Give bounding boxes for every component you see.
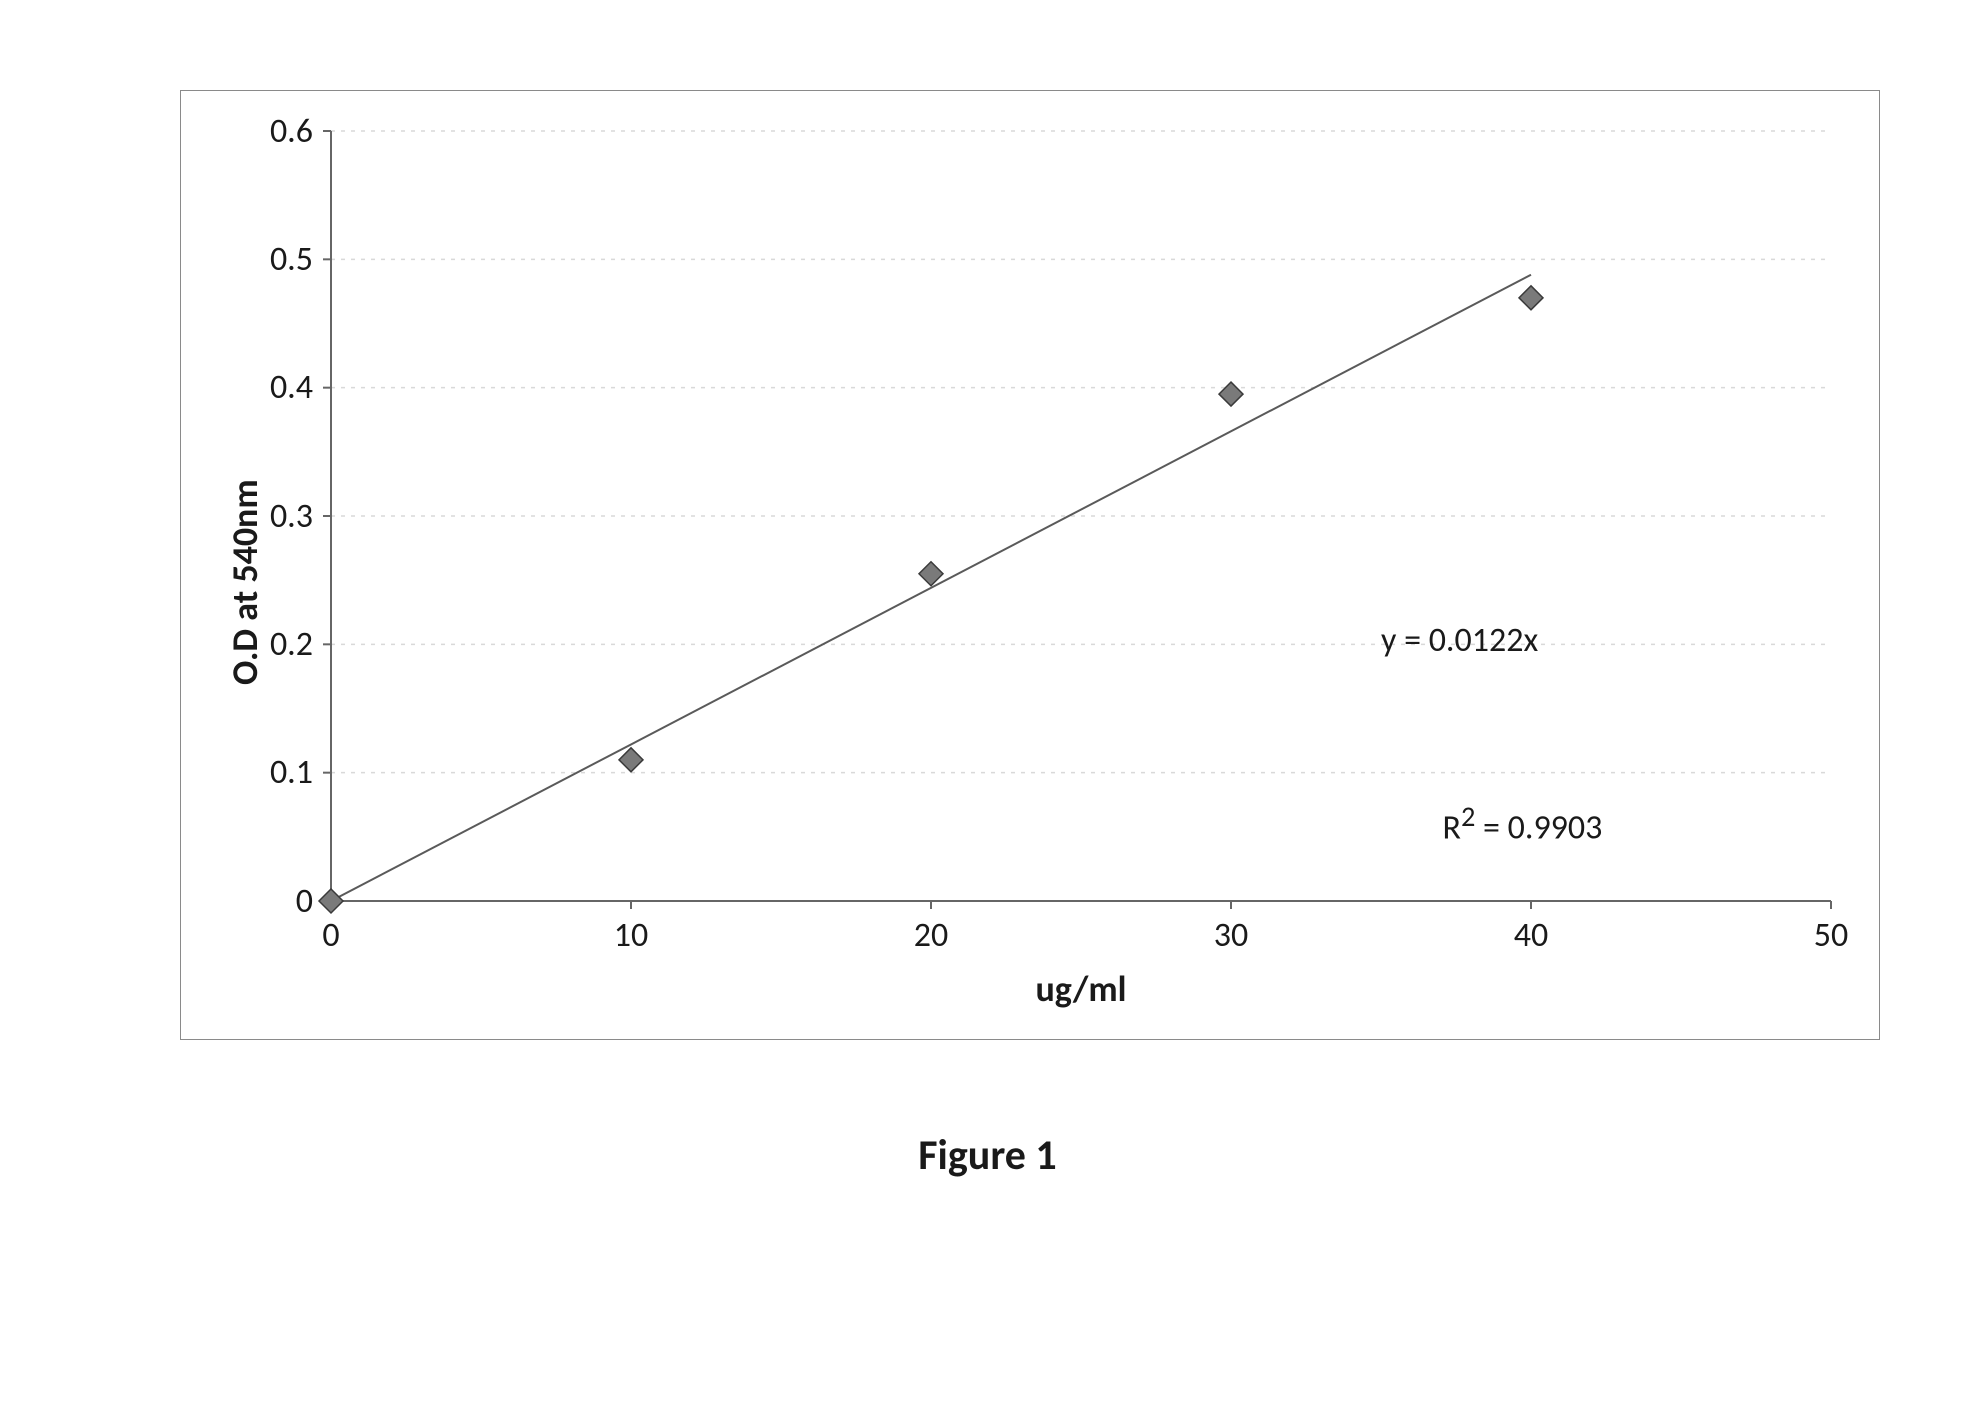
data-point-marker [1219,382,1243,406]
r-squared-value: = 0.9903 [1475,807,1602,848]
y-tick-label: 0.3 [270,496,313,537]
r-letter: R [1443,807,1461,848]
x-tick-label: 50 [1791,915,1871,956]
equation-line-1: y = 0.0122x [1381,619,1602,663]
equation-line-2: R2 = 0.9903 [1381,751,1602,894]
y-tick-label: 0.6 [270,111,313,152]
data-point-marker [1519,286,1543,310]
page: { "page": { "width_px": 1975, "height_px… [0,0,1975,1417]
x-tick-label: 10 [591,915,671,956]
y-tick-label: 0.5 [270,239,313,280]
data-point-marker [319,889,343,913]
x-tick-label: 0 [291,915,371,956]
plot-area [181,91,1881,1041]
data-point-marker [919,562,943,586]
x-axis-title: ug/ml [331,967,1831,1011]
y-axis-title: O.D at 540nm [223,480,267,686]
chart-frame: O.D at 540nm ug/ml y = 0.0122x R2 = 0.99… [180,90,1880,1040]
x-tick-label: 20 [891,915,971,956]
y-tick-label: 0.1 [270,752,313,793]
figure-caption: Figure 1 [0,1130,1975,1181]
r-squared-sup: 2 [1461,799,1475,834]
y-tick-label: 0.2 [270,624,313,665]
x-tick-label: 30 [1191,915,1271,956]
x-tick-label: 40 [1491,915,1571,956]
y-tick-label: 0.4 [270,367,313,408]
data-point-marker [619,748,643,772]
